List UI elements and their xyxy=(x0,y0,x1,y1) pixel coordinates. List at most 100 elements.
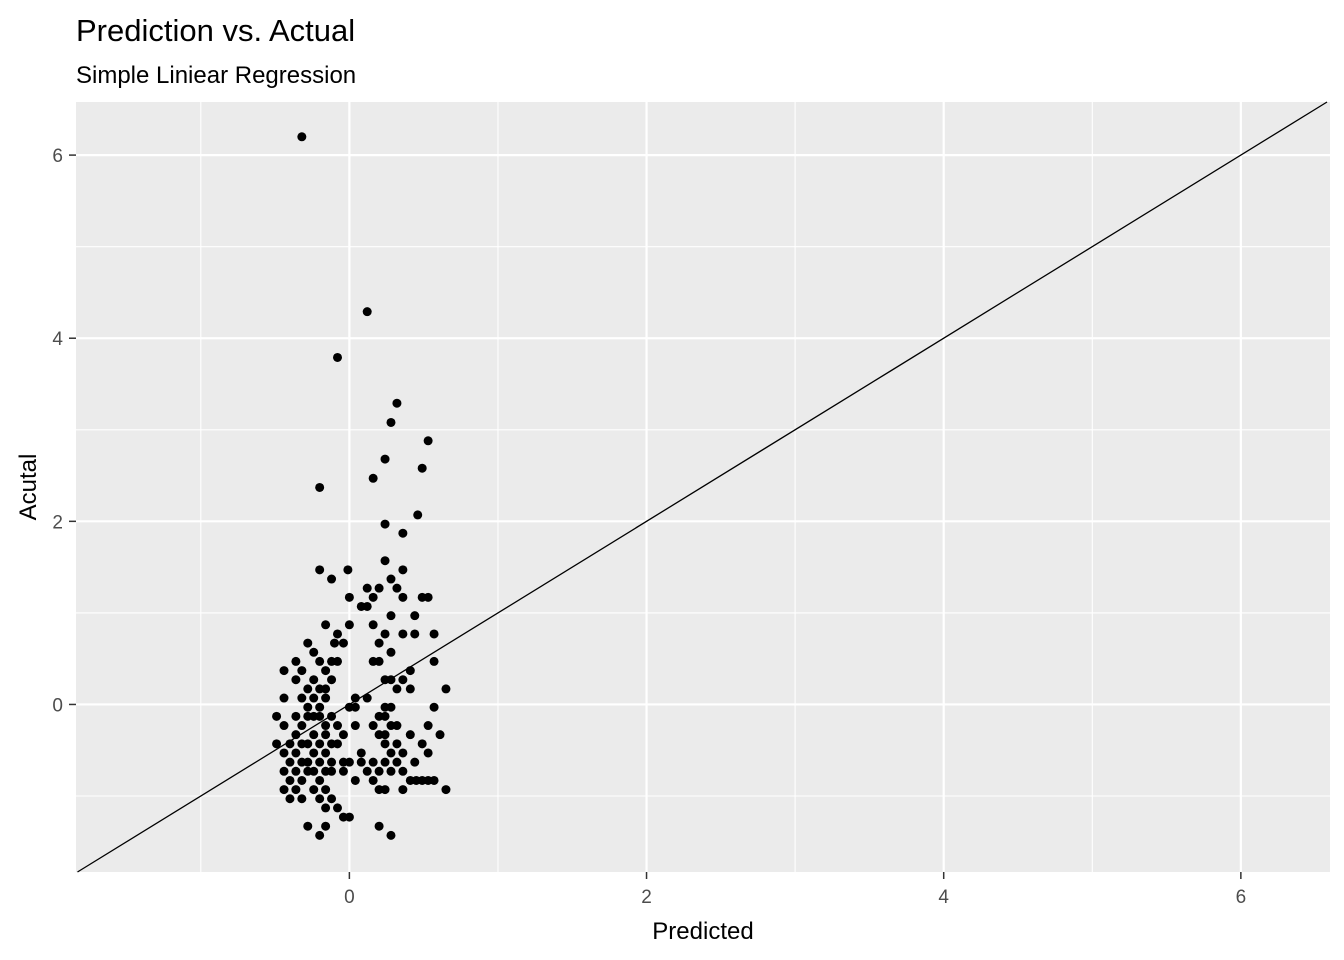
data-point xyxy=(315,656,325,666)
data-point xyxy=(321,620,331,630)
data-point xyxy=(332,721,342,731)
data-point xyxy=(321,693,331,703)
data-point xyxy=(327,757,337,767)
data-point xyxy=(405,730,415,740)
data-point xyxy=(279,785,289,795)
data-point xyxy=(374,821,384,831)
data-point xyxy=(386,830,396,840)
data-point xyxy=(321,666,331,676)
data-point xyxy=(350,702,360,712)
data-point xyxy=(303,757,313,767)
data-point xyxy=(332,629,342,639)
data-point xyxy=(386,611,396,621)
data-point xyxy=(297,132,307,142)
data-point xyxy=(321,748,331,758)
data-point xyxy=(315,711,325,721)
data-point xyxy=(321,785,331,795)
data-point xyxy=(291,766,301,776)
data-point xyxy=(315,794,325,804)
data-point xyxy=(368,721,378,731)
data-point xyxy=(380,454,390,464)
data-point xyxy=(374,656,384,666)
data-point xyxy=(380,711,390,721)
data-point xyxy=(380,730,390,740)
identity-line xyxy=(77,101,1328,873)
y-axis-title: Acutal xyxy=(15,454,42,521)
data-point xyxy=(410,757,420,767)
data-point xyxy=(344,620,354,630)
data-point xyxy=(368,620,378,630)
x-tick-label: 4 xyxy=(938,887,949,908)
data-point xyxy=(344,592,354,602)
data-point xyxy=(321,821,331,831)
data-point xyxy=(279,721,289,731)
data-point xyxy=(297,794,307,804)
data-point xyxy=(327,574,337,584)
data-point xyxy=(405,684,415,694)
data-point xyxy=(285,794,295,804)
data-point xyxy=(380,757,390,767)
data-point xyxy=(338,766,348,776)
x-axis-title: Predicted xyxy=(652,918,753,945)
data-point xyxy=(398,785,408,795)
data-point xyxy=(392,721,402,731)
data-point xyxy=(380,519,390,529)
data-point xyxy=(362,583,372,593)
data-point xyxy=(327,794,337,804)
data-point xyxy=(429,656,439,666)
data-point xyxy=(368,473,378,483)
data-point xyxy=(321,730,331,740)
data-point xyxy=(386,417,396,427)
data-point xyxy=(303,702,313,712)
data-point xyxy=(362,307,372,317)
data-point xyxy=(309,766,319,776)
data-point xyxy=(356,748,366,758)
data-point xyxy=(386,702,396,712)
data-point xyxy=(398,528,408,538)
data-point xyxy=(330,638,340,648)
data-point xyxy=(315,702,325,712)
y-axis-ticks: 0 2 4 6 xyxy=(52,146,76,716)
data-point xyxy=(398,675,408,685)
data-point xyxy=(423,748,433,758)
data-point xyxy=(327,766,337,776)
x-tick-label: 2 xyxy=(641,887,652,908)
major-gridlines xyxy=(76,102,1330,872)
data-point xyxy=(291,675,301,685)
data-point xyxy=(392,398,402,408)
data-point xyxy=(350,721,360,731)
data-point xyxy=(272,739,282,749)
data-points xyxy=(272,132,451,840)
data-point xyxy=(429,629,439,639)
data-point xyxy=(309,675,319,685)
chart-title: Prediction vs. Actual xyxy=(76,13,355,48)
chart-subtitle: Simple Liniear Regression xyxy=(76,62,356,89)
data-point xyxy=(410,629,420,639)
data-point xyxy=(309,785,319,795)
data-point xyxy=(398,748,408,758)
data-point xyxy=(392,739,402,749)
data-point xyxy=(386,647,396,657)
data-point xyxy=(429,702,439,712)
data-point xyxy=(380,785,390,795)
data-point xyxy=(303,638,313,648)
y-tick-label: 2 xyxy=(52,512,63,533)
data-point xyxy=(338,730,348,740)
data-point xyxy=(279,693,289,703)
data-point xyxy=(374,638,384,648)
data-point xyxy=(380,739,390,749)
data-point xyxy=(315,482,325,492)
data-point xyxy=(423,721,433,731)
data-point xyxy=(291,785,301,795)
data-point xyxy=(297,666,307,676)
y-tick-label: 6 xyxy=(52,146,63,167)
data-point xyxy=(356,757,366,767)
data-point xyxy=(338,638,348,648)
data-point xyxy=(368,592,378,602)
data-point xyxy=(309,693,319,703)
data-point xyxy=(332,656,342,666)
data-point xyxy=(392,757,402,767)
data-point xyxy=(332,739,342,749)
data-point xyxy=(315,739,325,749)
data-point xyxy=(321,803,331,813)
